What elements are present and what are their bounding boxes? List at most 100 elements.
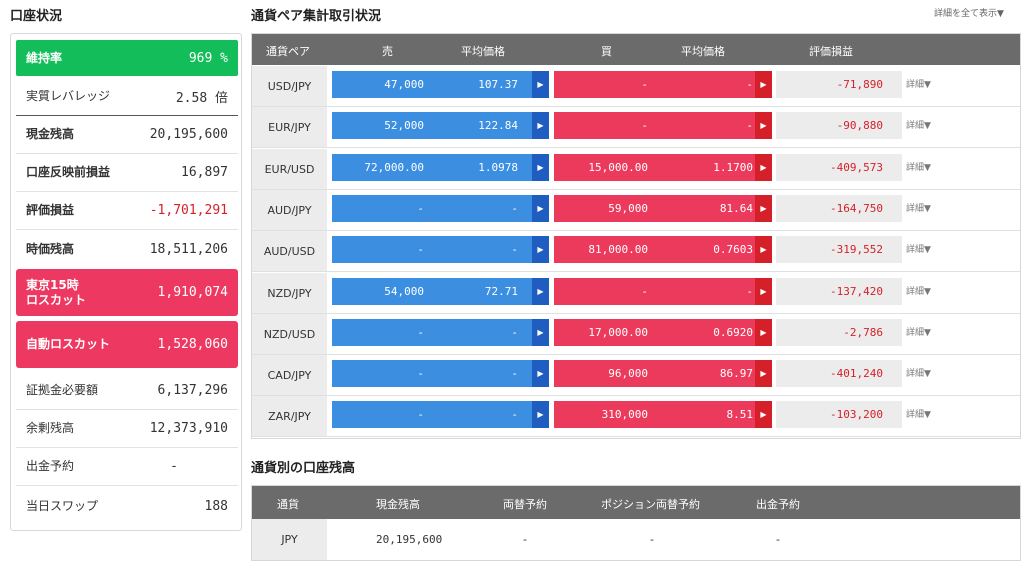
col-sell-avg: 平均価格 <box>461 45 505 58</box>
balances-table: 通貨 現金残高 両替予約 ポジション両替予約 出金予約 JPY 20,195,6… <box>251 485 1021 561</box>
positions-table: 通貨ペア 売 平均価格 買 平均価格 評価損益 USD/JPY 47,000 107… <box>251 33 1021 439</box>
buy-button[interactable]: 15,000.00 1.1700 ▶ <box>554 154 772 181</box>
buy-quantity: 81,000.00 <box>588 243 648 256</box>
sell-button[interactable]: 52,000 122.84 ▶ <box>332 112 549 139</box>
play-icon[interactable]: ▶ <box>755 195 772 222</box>
play-icon[interactable]: ▶ <box>532 319 549 346</box>
row-label: 評価損益 <box>26 203 75 218</box>
buy-average-price: 0.7603 <box>713 243 753 256</box>
sell-button[interactable]: - - ▶ <box>332 319 549 346</box>
row-value: 6,137,296 <box>157 382 228 398</box>
play-icon[interactable]: ▶ <box>532 236 549 263</box>
row-detail-link[interactable]: 詳細▼ <box>906 204 931 214</box>
buy-button[interactable]: 59,000 81.64 ▶ <box>554 195 772 222</box>
row-detail-link[interactable]: 詳細▼ <box>906 163 931 173</box>
buy-quantity: 96,000 <box>608 367 648 380</box>
buy-quantity: - <box>641 285 648 298</box>
sell-button[interactable]: - - ▶ <box>332 401 549 428</box>
play-icon[interactable]: ▶ <box>755 360 772 387</box>
play-icon[interactable]: ▶ <box>532 154 549 181</box>
valuation-pl-cell: -319,552 <box>776 236 902 263</box>
row-label: 余剰残高 <box>26 421 75 436</box>
table-row: NZD/JPY 54,000 72.71 ▶ - - ▶ -137,420 詳細▼ <box>252 273 1020 314</box>
pair-cell: NZD/USD <box>252 314 327 354</box>
row-detail-link[interactable]: 詳細▼ <box>906 287 931 297</box>
balances-title: 通貨別の口座残高 <box>251 461 356 476</box>
sell-button[interactable]: 47,000 107.37 ▶ <box>332 71 549 98</box>
unreflected-pl-row: 口座反映前損益 16,897 <box>16 154 238 192</box>
withdraw-cell: - <box>776 533 780 546</box>
row-value: 2.58 倍 <box>175 91 228 106</box>
sell-button[interactable]: 72,000.00 1.0978 ▶ <box>332 154 549 181</box>
row-detail-link[interactable]: 詳細▼ <box>906 328 931 338</box>
row-label: 東京15時 ロスカット <box>26 278 87 307</box>
buy-average-price: 0.6920 <box>713 326 753 339</box>
exchange-cell: - <box>523 533 527 546</box>
row-value: 20,195,600 <box>149 127 228 142</box>
row-detail-link[interactable]: 詳細▼ <box>906 369 931 379</box>
row-detail-link[interactable]: 詳細▼ <box>906 80 931 90</box>
sell-button[interactable]: - - ▶ <box>332 236 549 263</box>
show-all-details-link[interactable]: 詳細を全て表示▼ <box>934 9 1004 19</box>
row-label: 口座反映前損益 <box>26 165 111 180</box>
play-icon[interactable]: ▶ <box>755 154 772 181</box>
play-icon[interactable]: ▶ <box>755 278 772 305</box>
play-icon[interactable]: ▶ <box>755 401 772 428</box>
play-icon[interactable]: ▶ <box>755 236 772 263</box>
play-icon[interactable]: ▶ <box>532 401 549 428</box>
table-row: JPY 20,195,600 - - - <box>252 519 1020 560</box>
buy-average-price: 1.1700 <box>713 161 753 174</box>
sell-button[interactable]: - - ▶ <box>332 195 549 222</box>
daily-swap-row: 当日スワップ 188 <box>16 486 238 526</box>
play-icon[interactable]: ▶ <box>532 278 549 305</box>
buy-quantity: 59,000 <box>608 202 648 215</box>
col-buy: 買 <box>601 45 612 58</box>
buy-average-price: 8.51 <box>726 408 754 421</box>
play-icon[interactable]: ▶ <box>755 71 772 98</box>
valuation-pl-value: -71,890 <box>836 78 883 91</box>
sell-button[interactable]: - - ▶ <box>332 360 549 387</box>
required-margin-row: 証拠金必要額 6,137,296 <box>16 371 238 410</box>
valuation-pl-value: -103,200 <box>830 408 883 421</box>
row-label: 証拠金必要額 <box>26 382 99 397</box>
valuation-pl-cell: -103,200 <box>776 401 902 428</box>
sell-button[interactable]: 54,000 72.71 ▶ <box>332 278 549 305</box>
play-icon[interactable]: ▶ <box>755 319 772 346</box>
buy-button[interactable]: - - ▶ <box>554 71 772 98</box>
buy-button[interactable]: - - ▶ <box>554 112 772 139</box>
pair-cell: ZAR/JPY <box>252 396 327 436</box>
sell-average-price: 72.71 <box>484 285 518 298</box>
valuation-pl-cell: -164,750 <box>776 195 902 222</box>
row-detail-link[interactable]: 詳細▼ <box>906 121 931 131</box>
buy-button[interactable]: 310,000 8.51 ▶ <box>554 401 772 428</box>
account-status-panel: 維持率 969 % 実質レバレッジ 2.58 倍 現金残高 20,195,600… <box>10 33 242 531</box>
row-detail-link[interactable]: 詳細▼ <box>906 410 931 420</box>
play-icon[interactable]: ▶ <box>532 360 549 387</box>
col-position-exchange: ポジション両替予約 <box>601 498 700 511</box>
margin-ratio-row: 維持率 969 % <box>16 40 238 76</box>
play-icon[interactable]: ▶ <box>532 71 549 98</box>
play-icon[interactable]: ▶ <box>755 112 772 139</box>
play-icon[interactable]: ▶ <box>532 112 549 139</box>
sell-quantity: - <box>417 408 424 421</box>
valuation-pl-row: 評価損益 -1,701,291 <box>16 192 238 230</box>
play-icon[interactable]: ▶ <box>532 195 549 222</box>
row-label: 時価残高 <box>26 241 75 256</box>
valuation-pl-value: -90,880 <box>836 119 883 132</box>
buy-button[interactable]: 81,000.00 0.7603 ▶ <box>554 236 772 263</box>
sell-quantity: 47,000 <box>384 78 424 91</box>
buy-button[interactable]: - - ▶ <box>554 278 772 305</box>
sell-quantity: - <box>417 243 424 256</box>
sell-average-price: - <box>511 408 518 421</box>
row-label: 出金予約 <box>26 459 75 474</box>
table-row: NZD/USD - - ▶ 17,000.00 0.6920 ▶ -2,786 詳細▼ <box>252 314 1020 355</box>
pair-cell: EUR/JPY <box>252 107 327 147</box>
positions-title: 通貨ペア集計取引状況 <box>251 9 382 24</box>
row-label: 維持率 <box>26 50 63 65</box>
position-exchange-cell: - <box>650 533 654 546</box>
positions-table-header: 通貨ペア 売 平均価格 買 平均価格 評価損益 <box>252 34 1020 65</box>
buy-button[interactable]: 17,000.00 0.6920 ▶ <box>554 319 772 346</box>
buy-button[interactable]: 96,000 86.97 ▶ <box>554 360 772 387</box>
row-detail-link[interactable]: 詳細▼ <box>906 245 931 255</box>
withdrawal-reservation-row: 出金予約 - <box>16 448 238 486</box>
